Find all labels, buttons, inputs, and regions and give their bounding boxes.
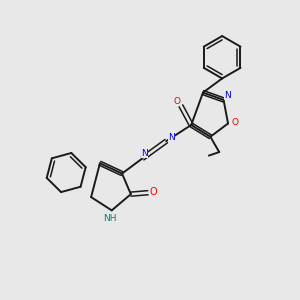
Text: N: N bbox=[168, 133, 175, 142]
Text: O: O bbox=[149, 187, 157, 196]
Text: O: O bbox=[174, 97, 181, 106]
Text: N: N bbox=[141, 149, 148, 158]
Text: O: O bbox=[231, 118, 238, 127]
Text: NH: NH bbox=[103, 214, 117, 223]
Text: N: N bbox=[224, 91, 230, 100]
